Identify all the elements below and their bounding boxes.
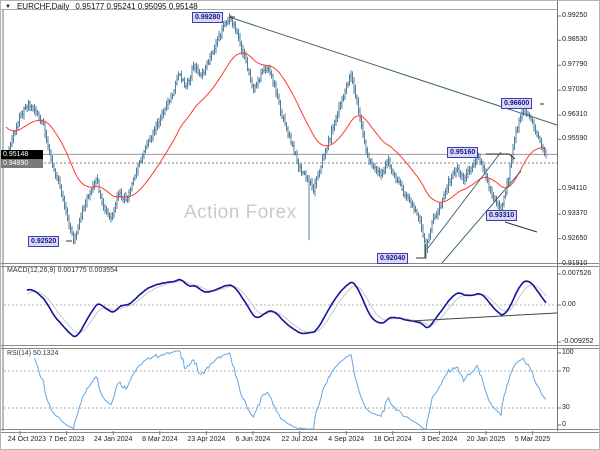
collapse-icon[interactable]: ▼ (5, 3, 11, 10)
watermark: Action Forex (184, 202, 297, 223)
macd-trendline[interactable] (410, 312, 558, 322)
trendline[interactable] (441, 170, 522, 264)
rsi-indicator-label: RSI(14) 50.1324 (7, 350, 59, 357)
ohlc-values: 0.95177 0.95241 0.95095 0.95148 (75, 2, 198, 11)
rsi-line (34, 350, 547, 430)
symbol-timeframe-label: EURCHF,Daily (16, 2, 70, 11)
ma-line (5, 52, 547, 203)
macd-indicator-label: MACD(12,26,9) 0.001775 0.003554 (7, 267, 118, 274)
chart-header: ▼ EURCHF,Daily 0.95177 0.95241 0.95095 0… (5, 2, 198, 11)
price-bars (5, 13, 547, 260)
price-bar-ticks (6, 16, 546, 249)
trendline[interactable] (427, 151, 502, 249)
swing-marker-line[interactable] (504, 221, 538, 233)
swing-marker-line[interactable] (508, 153, 516, 160)
macd-signal-line (26, 280, 547, 334)
macd-line (26, 278, 547, 338)
